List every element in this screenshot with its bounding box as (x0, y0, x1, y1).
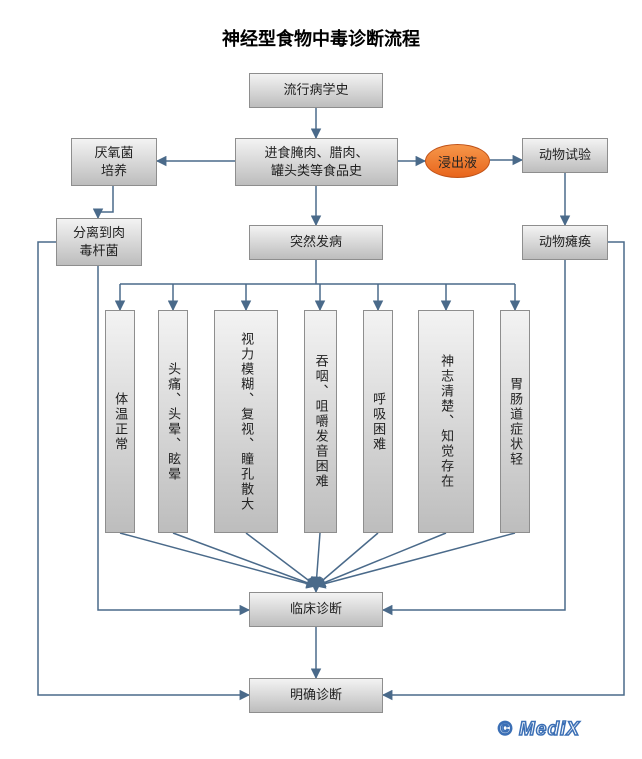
node-s6: 神志清楚、知觉存在 (418, 310, 474, 533)
node-s4: 吞咽、咀嚼发音困难 (304, 310, 337, 533)
node-n10: 明确诊断 (249, 678, 383, 713)
page-title: 神经型食物中毒诊断流程 (0, 25, 642, 51)
node-n6: 分离到肉毒杆菌 (56, 218, 142, 266)
node-n4: 浸出液 (425, 144, 490, 178)
node-s3: 视力模糊、复视、瞳孔散大 (214, 310, 278, 533)
node-n5: 动物试验 (522, 138, 608, 173)
node-s2: 头痛、头晕、眩晕 (158, 310, 188, 533)
node-s1: 体温正常 (105, 310, 135, 533)
node-n7: 突然发病 (249, 225, 383, 260)
node-n3: 厌氧菌培养 (71, 138, 157, 186)
node-s7: 胃肠道症状轻 (500, 310, 530, 533)
node-n9: 临床诊断 (249, 592, 383, 627)
watermark: © MediX (498, 719, 580, 741)
node-s5: 呼吸困难 (363, 310, 393, 533)
node-n1: 流行病学史 (249, 73, 383, 108)
node-n2: 进食腌肉、腊肉、罐头类等食品史 (235, 138, 398, 186)
node-n8: 动物瘫痪 (522, 225, 608, 260)
